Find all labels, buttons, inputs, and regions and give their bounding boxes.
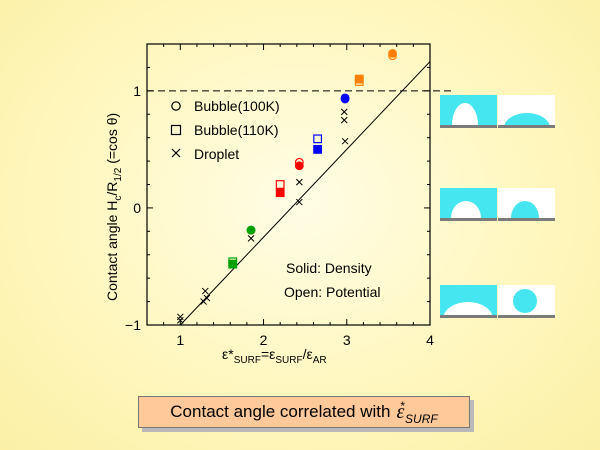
data-points (176, 48, 397, 324)
x-tick-label: 2 (260, 332, 268, 348)
x-mark-stroke (340, 108, 348, 116)
annotation-open-potential: Open: Potential (284, 284, 381, 300)
x-mark-stroke (295, 198, 303, 206)
legend-label-bubble-110k: Bubble(110K) (194, 122, 279, 138)
x-mark-stroke (295, 178, 303, 186)
x-mark-stroke (340, 116, 348, 124)
x-tick-label: 3 (343, 332, 351, 348)
droplet-point (341, 137, 349, 145)
legend-x-marker (171, 148, 181, 158)
fit-line (179, 61, 431, 326)
plot-frame (146, 43, 431, 326)
thumbnail-droplet-flat (498, 95, 555, 128)
caption-text: Contact angle correlated with (170, 402, 391, 421)
bubble-100k-open-point (340, 93, 350, 103)
y-tick-label: 1 (133, 83, 141, 99)
y-tick-label: 0 (133, 200, 141, 216)
bubble-110k-solid-point (313, 144, 323, 154)
thumbnail-droplet-medium (498, 188, 555, 221)
legend-square-marker (170, 124, 182, 136)
x-mark-stroke (247, 235, 255, 242)
thumbnail-bubble-medium (440, 188, 497, 221)
x-mark-stroke (341, 137, 349, 145)
thumbnail-bubble-large (440, 95, 497, 128)
droplet-point (340, 108, 348, 116)
annotation-solid-density: Solid: Density (286, 260, 372, 276)
y-axis-label: Contact angle Hc/R1/2 (=cos θ) (104, 113, 124, 301)
x-mark-stroke (201, 287, 209, 295)
bubble-100k-open-point (388, 51, 397, 61)
legend: Bubble(100K) Bubble(110K) Droplet (170, 98, 280, 162)
bubble-110k-solid-point (228, 259, 238, 269)
caption-symbol: ε*SURF (396, 398, 438, 426)
thumbnail-droplet-round (498, 285, 555, 318)
bubble-100k-open-point (294, 157, 304, 167)
bubble-110k-open-point (354, 77, 364, 86)
droplet-point (176, 316, 184, 324)
tick-labels: 1 2 3 4 1 0 −1 (125, 83, 434, 348)
droplet-point (340, 116, 348, 124)
bubble-110k-open-point (275, 180, 285, 189)
bubble-110k-solid-point (354, 74, 364, 84)
thumbnail-bubble-flat (440, 285, 497, 318)
axis-ticks (146, 43, 431, 326)
droplet-point (295, 198, 303, 206)
bubble-110k-solid-point (275, 188, 285, 198)
x-axis-label: ε*SURF=εSURF/εAR (222, 346, 327, 366)
legend-label-bubble-100k: Bubble(100K) (194, 98, 280, 114)
bubble-110k-open-point (313, 134, 323, 144)
droplet-point (247, 235, 255, 242)
bubble-100k-open-point (246, 225, 256, 235)
droplet-point (295, 178, 303, 186)
droplet-point (201, 287, 209, 295)
caption-box: Contact angle correlated with ε*SURF (138, 396, 470, 428)
x-mark-stroke (176, 316, 184, 324)
droplet-point (200, 298, 207, 305)
y-tick-label: −1 (125, 317, 141, 333)
legend-label-droplet: Droplet (194, 146, 239, 162)
bubble-100k-solid-point (388, 48, 397, 58)
x-mark-stroke (200, 298, 207, 305)
x-tick-label: 1 (176, 332, 184, 348)
legend-circle-marker (171, 101, 181, 111)
bubble-110k-open-point (228, 257, 238, 267)
x-tick-label: 4 (426, 332, 434, 348)
